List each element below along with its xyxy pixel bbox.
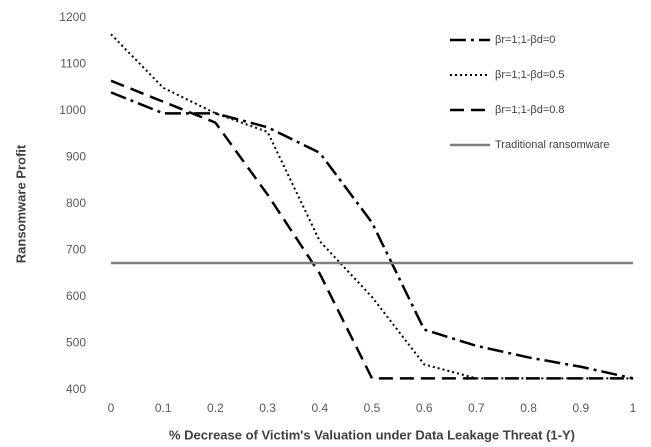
y-tick-label: 1200	[59, 10, 86, 24]
y-tick-label: 400	[66, 382, 86, 396]
legend-label: βr=1;1-βd=0.5	[495, 69, 565, 81]
x-tick-label: 1	[630, 401, 637, 415]
legend-label: βr=1;1-βd=0	[495, 34, 555, 46]
series-line	[110, 33, 633, 380]
y-tick-label: 600	[66, 289, 86, 303]
x-axis-title: % Decrease of Victim's Valuation under D…	[169, 427, 575, 442]
x-tick-label: 0.9	[572, 401, 589, 415]
series-line	[110, 91, 634, 380]
x-tick-label: 0.1	[155, 401, 172, 415]
y-tick-label: 900	[66, 150, 86, 164]
legend-label: βr=1;1-βd=0.8	[495, 104, 565, 116]
x-tick-label: 0.3	[259, 401, 276, 415]
y-axis-title: Ransomware Profit	[13, 144, 28, 263]
x-tick-label: 0.5	[364, 401, 381, 415]
y-tick-label: 1000	[59, 103, 86, 117]
y-tick-label: 500	[66, 336, 86, 350]
legend-label: Traditional ransomware	[495, 139, 610, 151]
y-tick-label: 800	[66, 196, 86, 210]
x-tick-label: 0	[108, 401, 115, 415]
series-line	[110, 79, 633, 380]
x-tick-label: 0.6	[416, 401, 433, 415]
y-tick-label: 1100	[60, 57, 86, 71]
x-tick-label: 0.2	[207, 401, 224, 415]
y-tick-label: 700	[66, 243, 86, 257]
x-tick-label: 0.4	[311, 401, 328, 415]
x-tick-label: 0.7	[468, 401, 485, 415]
x-tick-label: 0.8	[520, 401, 537, 415]
